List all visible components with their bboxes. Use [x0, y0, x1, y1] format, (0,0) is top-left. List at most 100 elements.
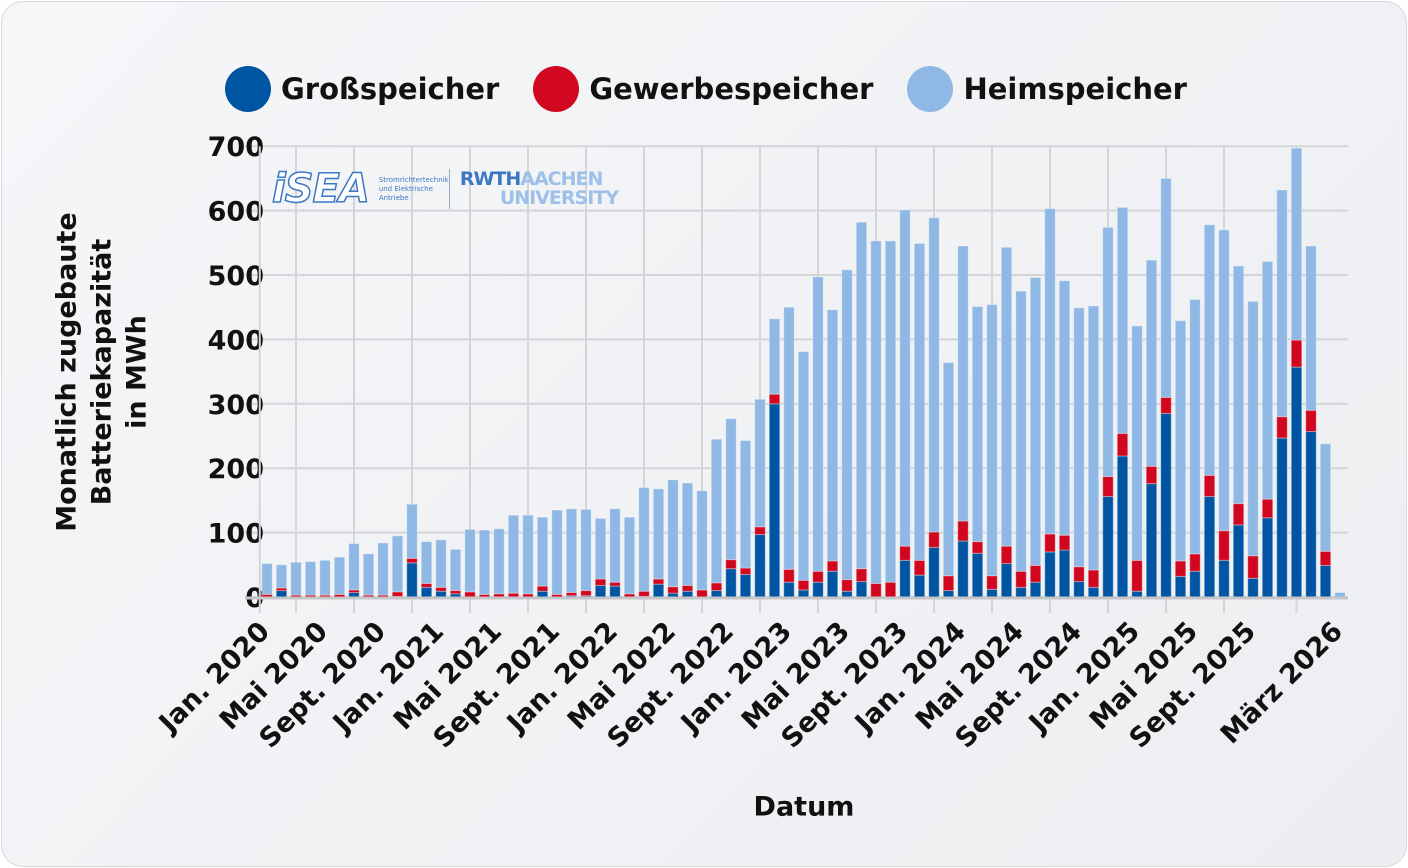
isea-logo: iSEA: [271, 165, 370, 213]
bar-großspeicher: [420, 586, 433, 598]
bar-großspeicher: [986, 588, 998, 598]
bar-großspeicher: [710, 590, 723, 598]
bar-großspeicher: [1276, 437, 1288, 598]
bar-heimspeicher: [1232, 265, 1245, 505]
bar-gewerbespeicher: [435, 586, 447, 592]
bar-heimspeicher: [1319, 443, 1332, 552]
bar-heimspeicher: [1218, 229, 1230, 532]
bar-heimspeicher: [435, 539, 447, 588]
bar-heimspeicher: [1029, 277, 1042, 566]
bar-großspeicher: [1145, 483, 1158, 598]
bar-gewerbespeicher: [841, 579, 853, 592]
bar-großspeicher: [1116, 455, 1129, 598]
bar-heimspeicher: [710, 438, 723, 584]
bar-heimspeicher: [928, 217, 940, 533]
y-tick-label: 300: [208, 390, 264, 421]
bar-heimspeicher: [884, 240, 897, 583]
bar-großspeicher: [1131, 590, 1143, 598]
bar-heimspeicher: [1334, 591, 1346, 598]
bar-heimspeicher: [377, 542, 389, 596]
bar-heimspeicher: [522, 514, 534, 595]
bar-gewerbespeicher: [884, 581, 897, 598]
bar-großspeicher: [855, 581, 868, 598]
bar-großspeicher: [1203, 496, 1216, 598]
bar-heimspeicher: [261, 563, 273, 595]
bar-gewerbespeicher: [1319, 550, 1332, 566]
bar-gewerbespeicher: [1203, 474, 1216, 498]
bar-heimspeicher: [1116, 206, 1129, 434]
bar-gewerbespeicher: [1000, 545, 1013, 565]
bar-heimspeicher: [478, 529, 491, 595]
bar-gewerbespeicher: [1232, 503, 1245, 526]
bar-heimspeicher: [986, 304, 998, 577]
bar-heimspeicher: [1160, 177, 1172, 398]
bar-heimspeicher: [507, 514, 520, 594]
bar-gewerbespeicher: [855, 568, 868, 583]
bar-heimspeicher: [739, 440, 752, 569]
legend-label: Heimspeicher: [963, 72, 1187, 106]
bar-großspeicher: [1174, 575, 1187, 598]
bar-gewerbespeicher: [942, 575, 955, 592]
bar-gewerbespeicher: [348, 589, 360, 593]
bar-heimspeicher: [1131, 325, 1143, 561]
bar-großspeicher: [841, 590, 853, 598]
bar-gewerbespeicher: [1015, 570, 1027, 588]
bar-heimspeicher: [913, 242, 926, 561]
bar-heimspeicher: [449, 548, 462, 592]
bar-heimspeicher: [609, 508, 621, 583]
bar-gewerbespeicher: [986, 575, 998, 590]
bar-heimspeicher: [841, 269, 853, 581]
bar-großspeicher: [1189, 570, 1201, 598]
isea-logo-subtitle: Stromrichtertechnik und Elektrische Antr…: [378, 175, 449, 202]
bar-heimspeicher: [1044, 208, 1056, 535]
bar-großspeicher: [1261, 517, 1274, 598]
bar-heimspeicher: [812, 276, 824, 572]
legend-item: Gewerbespeicher: [533, 66, 873, 112]
bar-gewerbespeicher: [696, 589, 708, 598]
bar-heimspeicher: [899, 209, 911, 547]
bar-gewerbespeicher: [507, 592, 520, 598]
bar-heimspeicher: [855, 221, 868, 570]
bar-heimspeicher: [1276, 189, 1288, 418]
bar-gewerbespeicher: [1290, 339, 1303, 368]
bar-großspeicher: [1290, 366, 1303, 598]
y-axis-label-line: Monatlich zugebaute: [51, 212, 83, 532]
y-tick-label: 600: [208, 197, 264, 228]
y-tick-label: 500: [208, 261, 264, 292]
bar-gewerbespeicher: [913, 559, 926, 576]
bar-gewerbespeicher: [1116, 432, 1129, 457]
bar-großspeicher: [1319, 564, 1332, 598]
bar-heimspeicher: [1015, 290, 1027, 572]
bar-großspeicher: [1218, 559, 1230, 598]
bar-gewerbespeicher: [638, 590, 650, 597]
bar-gewerbespeicher: [1261, 498, 1274, 519]
logo: iSEA Stromrichtertechnik und Elektrische…: [271, 165, 619, 213]
bar-großspeicher: [1000, 563, 1013, 598]
x-axis-label: Datum: [753, 791, 855, 823]
bar-großspeicher: [957, 540, 969, 598]
bar-heimspeicher: [1087, 305, 1100, 571]
bar-heimspeicher: [971, 306, 984, 543]
bar-gewerbespeicher: [826, 560, 839, 572]
bar-heimspeicher: [957, 245, 969, 522]
bar-gewerbespeicher: [1145, 465, 1158, 485]
bar-heimspeicher: [362, 553, 375, 596]
legend-item: Heimspeicher: [907, 66, 1187, 112]
bar-gewerbespeicher: [797, 579, 810, 591]
bar-heimspeicher: [783, 306, 795, 570]
bar-heimspeicher: [1189, 298, 1201, 555]
bar-heimspeicher: [391, 535, 404, 593]
bar-heimspeicher: [1305, 245, 1317, 411]
bar-großspeicher: [797, 589, 810, 598]
bar-großspeicher: [406, 562, 418, 598]
bar-gewerbespeicher: [710, 582, 723, 592]
bar-großspeicher: [826, 570, 839, 598]
bar-heimspeicher: [870, 240, 882, 584]
bar-gewerbespeicher: [464, 591, 476, 598]
bar-heimspeicher: [275, 564, 288, 589]
bar-heimspeicher: [754, 398, 766, 528]
bar-gewerbespeicher: [1073, 566, 1085, 583]
bar-gewerbespeicher: [768, 393, 781, 405]
